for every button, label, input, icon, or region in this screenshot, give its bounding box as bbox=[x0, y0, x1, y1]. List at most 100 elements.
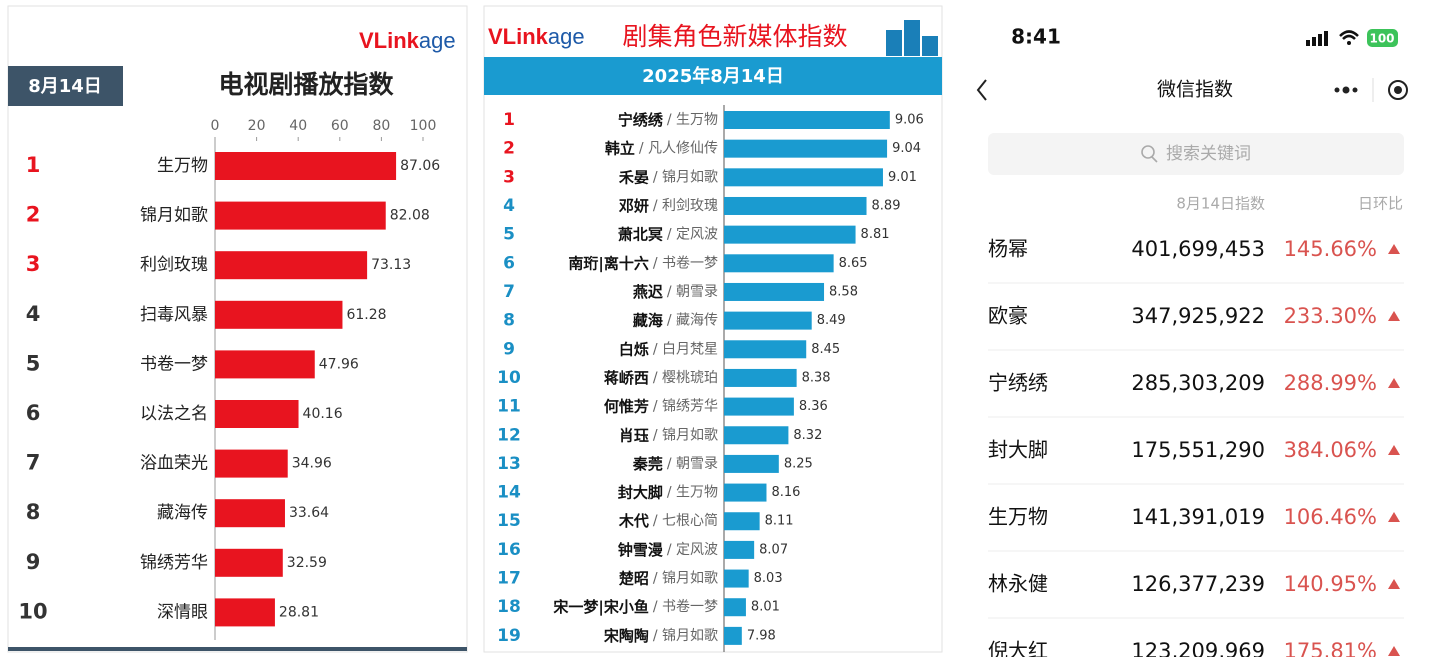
character-name: 宁绣绣 bbox=[618, 111, 664, 129]
value-label: 7.98 bbox=[747, 628, 776, 643]
bar bbox=[724, 454, 779, 473]
category-label: 韩立 / 凡人修仙传 bbox=[605, 139, 718, 157]
value-label: 8.81 bbox=[861, 227, 890, 242]
drama-name: / 生万物 bbox=[667, 112, 718, 128]
value-label: 8.89 bbox=[872, 198, 901, 213]
rank: 7 bbox=[26, 451, 41, 475]
character-name: 钟雪漫 bbox=[618, 540, 664, 558]
value-label: 82.08 bbox=[390, 208, 430, 224]
bar bbox=[724, 626, 742, 645]
up-arrow bbox=[1388, 244, 1400, 254]
rank: 3 bbox=[503, 167, 515, 187]
character-name: 南珩|离十六 bbox=[568, 254, 648, 273]
rank: 1 bbox=[503, 110, 515, 130]
rank: 12 bbox=[497, 425, 521, 445]
value-label: 8.11 bbox=[765, 514, 794, 529]
category-label: 木代 / 七根心简 bbox=[618, 512, 718, 530]
rank: 5 bbox=[26, 351, 41, 375]
search-icon bbox=[1151, 156, 1158, 163]
bar bbox=[724, 111, 890, 129]
bar bbox=[215, 201, 386, 230]
date-label: 8月14日 bbox=[28, 76, 102, 97]
drama-name: / 樱桃琥珀 bbox=[653, 369, 718, 386]
bar bbox=[215, 400, 299, 428]
up-arrow bbox=[1388, 378, 1400, 388]
row-index: 285,303,209 bbox=[1131, 371, 1265, 395]
bar bbox=[724, 139, 888, 158]
bar bbox=[215, 449, 288, 478]
bar bbox=[724, 254, 834, 273]
back-button[interactable] bbox=[976, 79, 987, 101]
drama-name: / 锦月如歌 bbox=[653, 168, 718, 185]
category-label: 书卷一梦 bbox=[140, 354, 208, 374]
character-name: 蒋峤西 bbox=[604, 368, 649, 386]
category-label: 邓妍 / 利剑玫瑰 bbox=[619, 196, 718, 214]
drama-name: / 锦月如歌 bbox=[653, 426, 718, 443]
wifi-icon bbox=[1339, 30, 1359, 40]
drama-name: / 生万物 bbox=[667, 485, 718, 501]
search-placeholder: 搜索关键词 bbox=[1166, 144, 1251, 164]
category-label: 萧北冥 / 定风波 bbox=[618, 225, 718, 243]
drama-name: / 定风波 bbox=[667, 542, 718, 558]
value-label: 8.49 bbox=[817, 313, 846, 328]
row-name: 宁绣绣 bbox=[988, 371, 1048, 395]
category-label: 肖珏 / 锦月如歌 bbox=[619, 426, 718, 444]
bar bbox=[724, 512, 760, 531]
value-label: 8.38 bbox=[802, 370, 831, 385]
value-label: 8.25 bbox=[784, 456, 813, 471]
category-label: 藏海传 bbox=[157, 503, 208, 523]
character-name: 宋一梦|宋小鱼 bbox=[552, 598, 648, 617]
category-label: 燕迟 / 朝雪录 bbox=[633, 282, 718, 300]
row-index: 175,551,290 bbox=[1131, 438, 1265, 462]
search-box[interactable] bbox=[988, 133, 1404, 175]
x-tick-label: 0 bbox=[211, 118, 220, 134]
bar bbox=[724, 311, 812, 330]
row-index: 141,391,019 bbox=[1131, 505, 1265, 529]
wifi-icon bbox=[1347, 41, 1351, 45]
bar bbox=[724, 426, 789, 445]
row-index: 401,699,453 bbox=[1131, 237, 1265, 261]
character-name: 楚昭 bbox=[619, 569, 649, 587]
bar bbox=[215, 548, 283, 577]
bar bbox=[724, 569, 749, 588]
bar bbox=[215, 300, 343, 329]
bar bbox=[724, 368, 797, 387]
rank: 8 bbox=[26, 500, 41, 524]
search-icon bbox=[1141, 145, 1155, 159]
rank: 2 bbox=[26, 203, 41, 227]
drama-name: / 朝雪录 bbox=[667, 284, 718, 300]
row-name: 封大脚 bbox=[988, 438, 1048, 462]
row-index: 123,209,969 bbox=[1131, 639, 1265, 657]
value-label: 87.06 bbox=[400, 158, 440, 174]
value-label: 8.58 bbox=[829, 284, 858, 299]
logo-part: age bbox=[419, 28, 456, 53]
rank: 3 bbox=[26, 252, 41, 276]
rank: 10 bbox=[18, 599, 47, 623]
bar bbox=[215, 350, 315, 379]
value-label: 9.01 bbox=[888, 170, 917, 185]
category-label: 锦绣芳华 bbox=[140, 553, 208, 573]
panel-frame bbox=[7, 5, 468, 653]
rank: 2 bbox=[503, 139, 515, 159]
status-time: 8:41 bbox=[1011, 25, 1061, 49]
bar bbox=[724, 397, 794, 416]
row-change: 140.95% bbox=[1284, 572, 1377, 596]
column-header: 8月14日指数 bbox=[1176, 195, 1265, 213]
category-label: 何惟芳 / 锦绣芳华 bbox=[604, 397, 718, 415]
rank: 8 bbox=[503, 311, 515, 331]
rank: 18 bbox=[497, 597, 521, 617]
category-label: 浴血荣光 bbox=[140, 454, 208, 474]
rank: 9 bbox=[503, 339, 515, 359]
page-title: 微信指数 bbox=[1157, 79, 1233, 101]
character-name: 何惟芳 bbox=[604, 397, 649, 415]
bar bbox=[215, 598, 275, 627]
category-label: 白烁 / 白月梵星 bbox=[619, 340, 718, 358]
rank: 5 bbox=[503, 225, 515, 245]
x-tick-label: 100 bbox=[410, 118, 437, 134]
date-box bbox=[8, 66, 123, 106]
chart-title: 剧集角色新媒体指数 bbox=[622, 22, 847, 51]
category-label: 蒋峤西 / 樱桃琥珀 bbox=[604, 368, 718, 386]
bar bbox=[215, 152, 397, 180]
close-button[interactable] bbox=[1388, 80, 1408, 100]
menu-button[interactable] bbox=[1334, 86, 1358, 94]
